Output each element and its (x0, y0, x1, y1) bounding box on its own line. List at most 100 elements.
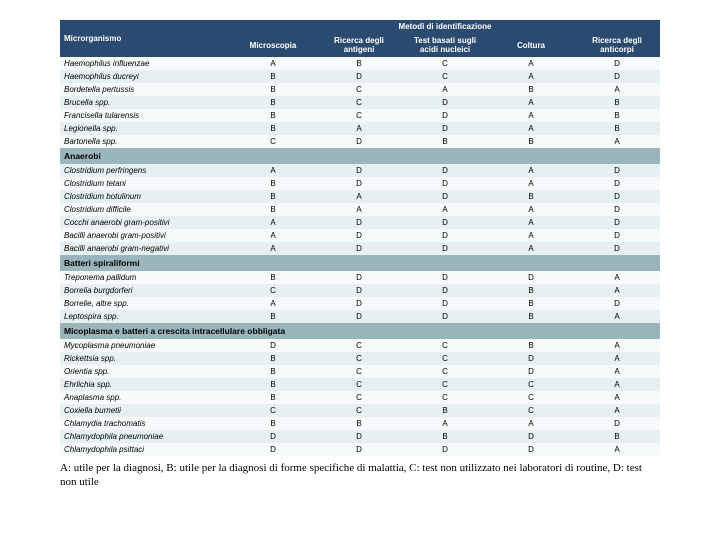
value-cell: D (316, 271, 402, 284)
value-cell: C (316, 339, 402, 352)
value-cell: A (488, 70, 574, 83)
table-row: Bartonella spp.CDBBA (60, 135, 660, 148)
value-cell: D (574, 203, 660, 216)
value-cell: D (316, 177, 402, 190)
value-cell: A (574, 443, 660, 456)
table-row: Legionella spp.BADAB (60, 122, 660, 135)
identification-methods-table: Microrganismo Metodi di identificazione … (60, 20, 660, 456)
table-row: Bordetella pertussisBCABA (60, 83, 660, 96)
value-cell: A (230, 297, 316, 310)
value-cell: A (574, 310, 660, 323)
value-cell: D (574, 177, 660, 190)
value-cell: D (316, 242, 402, 255)
section-title: Batteri spiraliformi (60, 255, 660, 271)
value-cell: C (488, 391, 574, 404)
value-cell: B (488, 297, 574, 310)
value-cell: D (402, 177, 488, 190)
value-cell: A (488, 177, 574, 190)
organism-cell: Mycoplasma pneumoniae (60, 339, 230, 352)
header-microscopia: Microscopia (230, 33, 316, 57)
organism-cell: Clostridium perfringens (60, 164, 230, 177)
organism-cell: Rickettsia spp. (60, 352, 230, 365)
value-cell: A (488, 216, 574, 229)
value-cell: D (230, 430, 316, 443)
value-cell: D (574, 297, 660, 310)
table-row: Bacilli anaerobi gram-negativiADDAD (60, 242, 660, 255)
table-row: Treponema pallidumBDDDA (60, 271, 660, 284)
value-cell: A (488, 109, 574, 122)
value-cell: A (574, 365, 660, 378)
organism-cell: Haemophilus influenzae (60, 57, 230, 70)
value-cell: C (316, 365, 402, 378)
table-row: Chlamydia trachomatisBBAAD (60, 417, 660, 430)
value-cell: D (402, 164, 488, 177)
value-cell: B (574, 430, 660, 443)
value-cell: C (402, 70, 488, 83)
value-cell: D (574, 216, 660, 229)
value-cell: B (316, 57, 402, 70)
organism-cell: Chlamydophila pneumoniae (60, 430, 230, 443)
value-cell: D (316, 284, 402, 297)
value-cell: A (488, 242, 574, 255)
value-cell: D (316, 430, 402, 443)
table-row: Borrelie, altre spp.ADDBD (60, 297, 660, 310)
value-cell: C (488, 378, 574, 391)
value-cell: A (574, 378, 660, 391)
value-cell: A (402, 83, 488, 96)
table-row: Coxiella burnetiiCCBCA (60, 404, 660, 417)
value-cell: C (402, 339, 488, 352)
value-cell: A (230, 216, 316, 229)
organism-cell: Bacilli anaerobi gram-negativi (60, 242, 230, 255)
value-cell: D (230, 339, 316, 352)
table-row: Clostridium tetaniBDDAD (60, 177, 660, 190)
value-cell: D (402, 297, 488, 310)
value-cell: A (574, 352, 660, 365)
value-cell: D (574, 242, 660, 255)
value-cell: C (230, 284, 316, 297)
value-cell: B (402, 404, 488, 417)
value-cell: D (574, 229, 660, 242)
table-row: Rickettsia spp.BCCDA (60, 352, 660, 365)
value-cell: A (402, 203, 488, 216)
value-cell: C (402, 378, 488, 391)
table-row: Orientia spp.BCCDA (60, 365, 660, 378)
value-cell: A (574, 404, 660, 417)
value-cell: A (402, 417, 488, 430)
table-row: Anaplasma spp.BCCCA (60, 391, 660, 404)
header-coltura: Coltura (488, 33, 574, 57)
table-header: Microrganismo Metodi di identificazione … (60, 20, 660, 57)
value-cell: D (402, 242, 488, 255)
organism-cell: Clostridium difficile (60, 203, 230, 216)
value-cell: A (488, 229, 574, 242)
organism-cell: Orientia spp. (60, 365, 230, 378)
value-cell: C (316, 352, 402, 365)
table-row: Clostridium botulinumBADBD (60, 190, 660, 203)
value-cell: A (230, 229, 316, 242)
value-cell: C (230, 135, 316, 148)
organism-cell: Legionella spp. (60, 122, 230, 135)
value-cell: A (316, 190, 402, 203)
header-antigeni: Ricerca degli antigeni (316, 33, 402, 57)
value-cell: D (316, 310, 402, 323)
value-cell: A (488, 203, 574, 216)
value-cell: D (402, 190, 488, 203)
value-cell: A (574, 271, 660, 284)
value-cell: B (230, 190, 316, 203)
organism-cell: Bacilli anaerobi gram-positivi (60, 229, 230, 242)
table-row: Leptospira spp.BDDBA (60, 310, 660, 323)
value-cell: C (402, 391, 488, 404)
value-cell: D (316, 229, 402, 242)
organism-cell: Leptospira spp. (60, 310, 230, 323)
value-cell: B (230, 83, 316, 96)
value-cell: D (488, 365, 574, 378)
value-cell: D (574, 190, 660, 203)
value-cell: C (316, 378, 402, 391)
legend-text: A: utile per la diagnosi, B: utile per l… (60, 462, 660, 490)
value-cell: D (402, 122, 488, 135)
value-cell: D (316, 164, 402, 177)
table-row: Cocchi anaerobi gram-positiviADDAD (60, 216, 660, 229)
organism-cell: Francisella tularensis (60, 109, 230, 122)
value-cell: A (316, 203, 402, 216)
value-cell: B (230, 122, 316, 135)
value-cell: B (574, 96, 660, 109)
